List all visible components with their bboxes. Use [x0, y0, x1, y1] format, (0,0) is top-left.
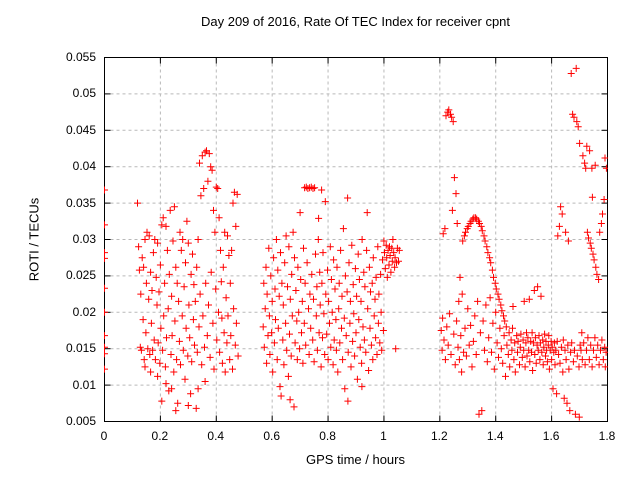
- x-tick-label: 0.8: [319, 429, 336, 443]
- y-tick-label: 0.04: [72, 159, 96, 174]
- x-tick-label: 0: [100, 429, 108, 443]
- x-tick-label: 1: [380, 429, 387, 443]
- y-tick-label: 0.03: [72, 232, 96, 246]
- x-tick-label: 1.4: [486, 429, 504, 443]
- y-tick-label: 0.01: [72, 377, 96, 392]
- y-tick-label: 0.035: [65, 195, 96, 210]
- y-tick-label: 0.045: [65, 122, 96, 137]
- x-tick-label: 1.2: [430, 429, 448, 443]
- y-tick-label: 0.025: [65, 268, 96, 283]
- y-tick-label: 0.005: [65, 414, 96, 428]
- x-tick-label: 1.8: [598, 429, 616, 443]
- y-tick-label: 0.055: [65, 50, 96, 64]
- chart-title: Day 209 of 2016, Rate Of TEC Index for r…: [200, 14, 511, 29]
- x-axis-label: GPS time / hours: [306, 452, 405, 467]
- y-tick-label: 0.05: [72, 86, 96, 101]
- x-tick-label: 0.2: [151, 429, 169, 443]
- y-tick-label: 0.02: [72, 304, 96, 319]
- x-tick-label: 1.6: [542, 429, 560, 443]
- x-tick-label: 0.4: [207, 429, 225, 443]
- x-tick-label: 0.6: [263, 429, 280, 443]
- plot-area: [104, 57, 608, 422]
- y-tick-label: 0.015: [65, 341, 96, 356]
- scatter-points: [104, 64, 608, 421]
